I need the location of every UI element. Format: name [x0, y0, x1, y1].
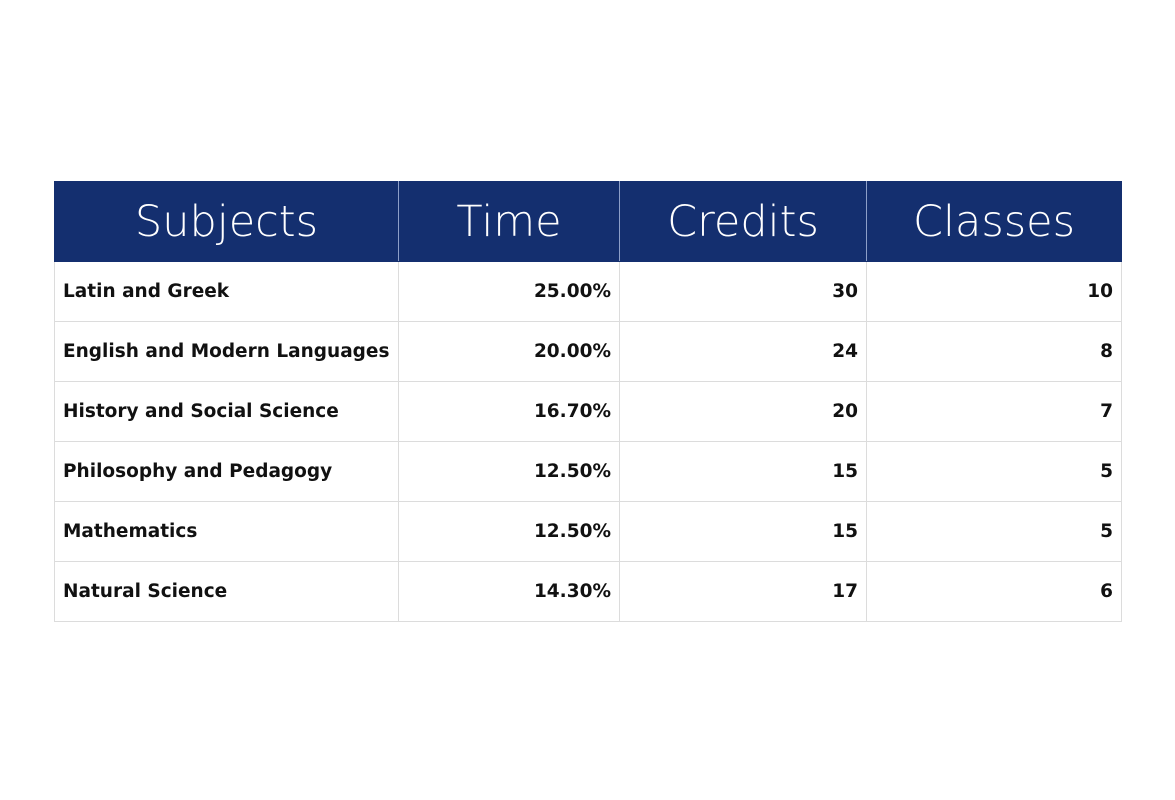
credits-cell: 20: [619, 381, 867, 442]
credits-cell: 17: [619, 561, 867, 622]
classes-cell: 5: [866, 441, 1122, 502]
column-header-classes: Classes: [866, 181, 1122, 262]
subjects-table: Subjects Time Credits Classes Latin and …: [54, 181, 1122, 622]
subject-cell: History and Social Science: [54, 381, 399, 442]
subject-cell: Philosophy and Pedagogy: [54, 441, 399, 502]
classes-cell: 8: [866, 321, 1122, 382]
subject-cell: Latin and Greek: [54, 261, 399, 322]
table-row: Natural Science 14.30% 17 6: [54, 561, 1122, 622]
classes-cell: 10: [866, 261, 1122, 322]
table-header: Subjects Time Credits Classes: [54, 181, 1122, 262]
subject-cell: Mathematics: [54, 501, 399, 562]
table-body: Latin and Greek 25.00% 30 10 English and…: [54, 261, 1122, 622]
credits-cell: 15: [619, 501, 867, 562]
subject-cell: Natural Science: [54, 561, 399, 622]
credits-cell: 24: [619, 321, 867, 382]
subject-cell: English and Modern Languages: [54, 321, 399, 382]
table-row: English and Modern Languages 20.00% 24 8: [54, 321, 1122, 382]
time-cell: 16.70%: [398, 381, 620, 442]
header-row: Subjects Time Credits Classes: [54, 181, 1122, 262]
table-row: Philosophy and Pedagogy 12.50% 15 5: [54, 441, 1122, 502]
time-cell: 25.00%: [398, 261, 620, 322]
classes-cell: 5: [866, 501, 1122, 562]
table-row: Latin and Greek 25.00% 30 10: [54, 261, 1122, 322]
classes-cell: 6: [866, 561, 1122, 622]
time-cell: 12.50%: [398, 441, 620, 502]
column-header-time: Time: [398, 181, 620, 262]
table-row: Mathematics 12.50% 15 5: [54, 501, 1122, 562]
table-row: History and Social Science 16.70% 20 7: [54, 381, 1122, 442]
column-header-subjects: Subjects: [54, 181, 399, 262]
classes-cell: 7: [866, 381, 1122, 442]
time-cell: 12.50%: [398, 501, 620, 562]
credits-cell: 30: [619, 261, 867, 322]
time-cell: 14.30%: [398, 561, 620, 622]
column-header-credits: Credits: [619, 181, 867, 262]
credits-cell: 15: [619, 441, 867, 502]
time-cell: 20.00%: [398, 321, 620, 382]
